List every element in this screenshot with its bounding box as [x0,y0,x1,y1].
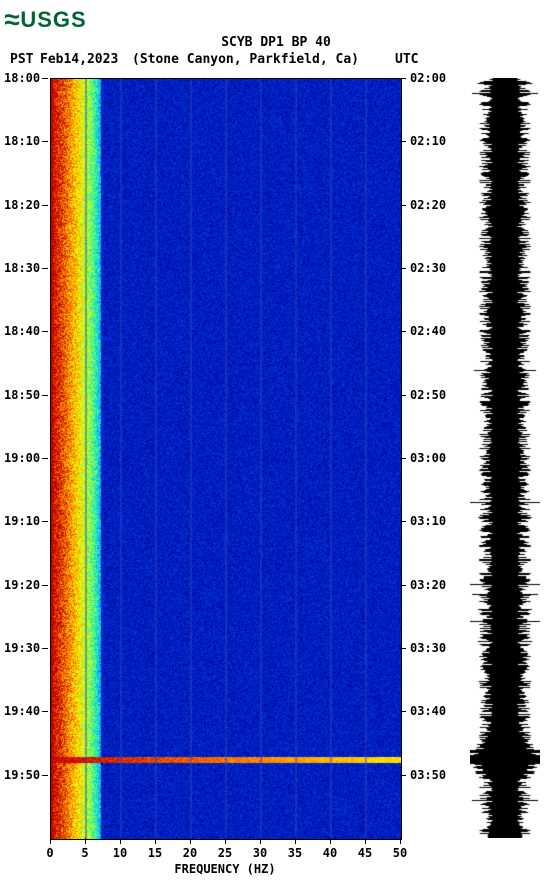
x-label: 45 [358,846,372,860]
y-tick-left [42,711,48,712]
seismogram-trace [470,78,540,838]
y-label-right: 03:20 [410,578,446,592]
x-label: 20 [183,846,197,860]
spectrogram-canvas [51,79,401,839]
y-tick-left [42,395,48,396]
y-tick-left [42,775,48,776]
x-tick [155,838,156,844]
y-label-left: 18:00 [4,71,40,85]
x-tick [225,838,226,844]
y-tick-left [42,458,48,459]
y-label-left: 19:50 [4,768,40,782]
y-tick-right [400,205,406,206]
y-tick-left [42,331,48,332]
x-tick [120,838,121,844]
y-tick-right [400,648,406,649]
x-axis-label: FREQUENCY (HZ) [50,862,400,876]
x-label: 10 [113,846,127,860]
utc-label: UTC [395,52,418,67]
y-tick-left [42,585,48,586]
usgs-logo: ≈ USGS [4,4,87,36]
date-label: Feb14,2023 [40,52,118,67]
y-label-right: 02:20 [410,198,446,212]
y-label-left: 18:10 [4,134,40,148]
y-tick-right [400,78,406,79]
y-label-left: 19:20 [4,578,40,592]
y-label-right: 03:30 [410,641,446,655]
y-label-left: 18:50 [4,388,40,402]
y-tick-right [400,331,406,332]
x-tick [330,838,331,844]
y-tick-right [400,268,406,269]
y-label-left: 18:30 [4,261,40,275]
y-tick-left [42,521,48,522]
x-tick [295,838,296,844]
y-label-right: 02:30 [410,261,446,275]
x-tick [260,838,261,844]
y-tick-right [400,585,406,586]
y-label-left: 19:30 [4,641,40,655]
seismogram-canvas [470,78,540,838]
y-label-right: 03:40 [410,704,446,718]
y-label-right: 02:00 [410,71,446,85]
x-label: 0 [46,846,53,860]
x-tick [50,838,51,844]
y-tick-right [400,711,406,712]
x-label: 25 [218,846,232,860]
y-tick-right [400,458,406,459]
x-tick [85,838,86,844]
x-label: 35 [288,846,302,860]
pst-label: PST [10,52,33,67]
x-label: 50 [393,846,407,860]
logo-wave-icon: ≈ [4,4,16,36]
x-label: 15 [148,846,162,860]
y-label-left: 19:00 [4,451,40,465]
y-tick-left [42,141,48,142]
x-tick [400,838,401,844]
logo-text: USGS [20,7,86,33]
y-tick-left [42,648,48,649]
y-label-right: 03:10 [410,514,446,528]
y-tick-right [400,395,406,396]
x-label: 5 [81,846,88,860]
y-label-left: 19:10 [4,514,40,528]
spectrogram-plot [50,78,402,840]
y-tick-right [400,521,406,522]
y-tick-left [42,78,48,79]
y-label-left: 19:40 [4,704,40,718]
y-label-right: 02:10 [410,134,446,148]
x-label: 40 [323,846,337,860]
y-label-right: 02:40 [410,324,446,338]
station-label: (Stone Canyon, Parkfield, Ca) [132,52,359,67]
y-label-left: 18:20 [4,198,40,212]
y-tick-right [400,775,406,776]
y-tick-left [42,205,48,206]
y-label-right: 03:50 [410,768,446,782]
x-label: 30 [253,846,267,860]
y-tick-right [400,141,406,142]
y-label-left: 18:40 [4,324,40,338]
x-tick [365,838,366,844]
y-label-right: 02:50 [410,388,446,402]
chart-title: SCYB DP1 BP 40 [0,35,552,50]
y-label-right: 03:00 [410,451,446,465]
x-tick [190,838,191,844]
y-tick-left [42,268,48,269]
